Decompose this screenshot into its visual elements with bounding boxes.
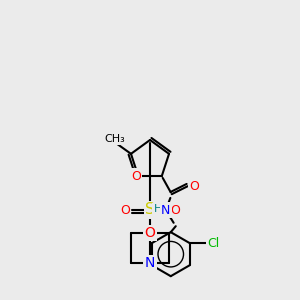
Text: O: O: [120, 203, 130, 217]
Text: H: H: [154, 204, 162, 214]
Text: O: O: [189, 180, 199, 193]
Text: O: O: [170, 203, 180, 217]
Text: O: O: [145, 226, 155, 240]
Text: N: N: [161, 204, 170, 217]
Text: S: S: [145, 202, 155, 217]
Text: CH₃: CH₃: [105, 134, 125, 144]
Text: Cl: Cl: [208, 237, 220, 250]
Text: O: O: [131, 170, 141, 183]
Text: N: N: [145, 256, 155, 270]
